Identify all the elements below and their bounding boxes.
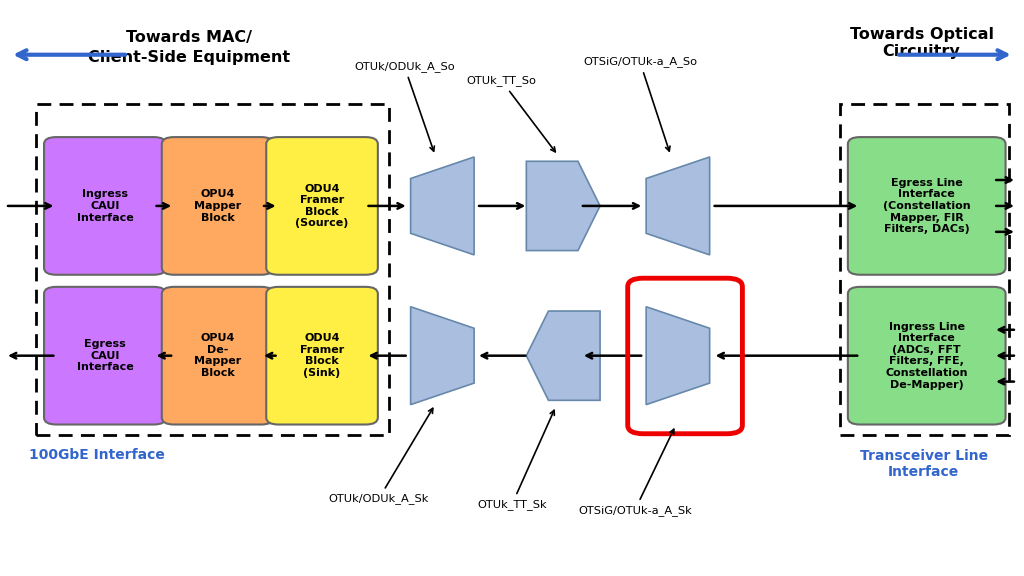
Text: OPU4
De-
Mapper
Block: OPU4 De- Mapper Block — [194, 334, 242, 378]
FancyBboxPatch shape — [44, 287, 166, 425]
Text: OTSiG/OTUk-a_A_So: OTSiG/OTUk-a_A_So — [583, 56, 697, 151]
Polygon shape — [411, 157, 474, 255]
Text: Transceiver Line
Interface: Transceiver Line Interface — [859, 449, 988, 479]
Text: OTSiG/OTUk-a_A_Sk: OTSiG/OTUk-a_A_Sk — [578, 429, 692, 516]
Text: Towards Optical
Circuitry: Towards Optical Circuitry — [850, 27, 993, 59]
Text: ODU4
Framer
Block
(Source): ODU4 Framer Block (Source) — [295, 184, 349, 228]
Polygon shape — [646, 306, 710, 405]
Text: 100GbE Interface: 100GbE Interface — [30, 448, 165, 462]
Polygon shape — [646, 157, 710, 255]
FancyBboxPatch shape — [848, 137, 1006, 275]
Text: OTUk/ODUk_A_So: OTUk/ODUk_A_So — [354, 61, 455, 151]
Text: Ingress Line
Interface
(ADCs, FFT
Filters, FFE,
Constellation
De-Mapper): Ingress Line Interface (ADCs, FFT Filter… — [886, 321, 968, 390]
Polygon shape — [526, 311, 600, 400]
FancyBboxPatch shape — [162, 137, 273, 275]
FancyBboxPatch shape — [162, 287, 273, 425]
Bar — [36, 104, 389, 435]
Text: Towards MAC/: Towards MAC/ — [126, 30, 253, 45]
Text: Client-Side Equipment: Client-Side Equipment — [88, 50, 291, 65]
Text: Ingress
CAUI
Interface: Ingress CAUI Interface — [77, 190, 133, 222]
Text: OTUk_TT_Sk: OTUk_TT_Sk — [477, 410, 554, 510]
Text: OTUk_TT_So: OTUk_TT_So — [467, 75, 555, 152]
Text: Egress
CAUI
Interface: Egress CAUI Interface — [77, 339, 133, 372]
FancyBboxPatch shape — [266, 287, 378, 425]
FancyBboxPatch shape — [848, 287, 1006, 425]
FancyBboxPatch shape — [266, 137, 378, 275]
FancyBboxPatch shape — [44, 137, 166, 275]
Polygon shape — [526, 161, 600, 251]
Text: OTUk/ODUk_A_Sk: OTUk/ODUk_A_Sk — [329, 408, 433, 504]
Text: ODU4
Framer
Block
(Sink): ODU4 Framer Block (Sink) — [300, 334, 344, 378]
Polygon shape — [411, 306, 474, 405]
Text: Egress Line
Interface
(Constellation
Mapper, FIR
Filters, DACs): Egress Line Interface (Constellation Map… — [883, 178, 971, 234]
Text: OPU4
Mapper
Block: OPU4 Mapper Block — [194, 190, 242, 222]
Bar — [840, 104, 1009, 435]
